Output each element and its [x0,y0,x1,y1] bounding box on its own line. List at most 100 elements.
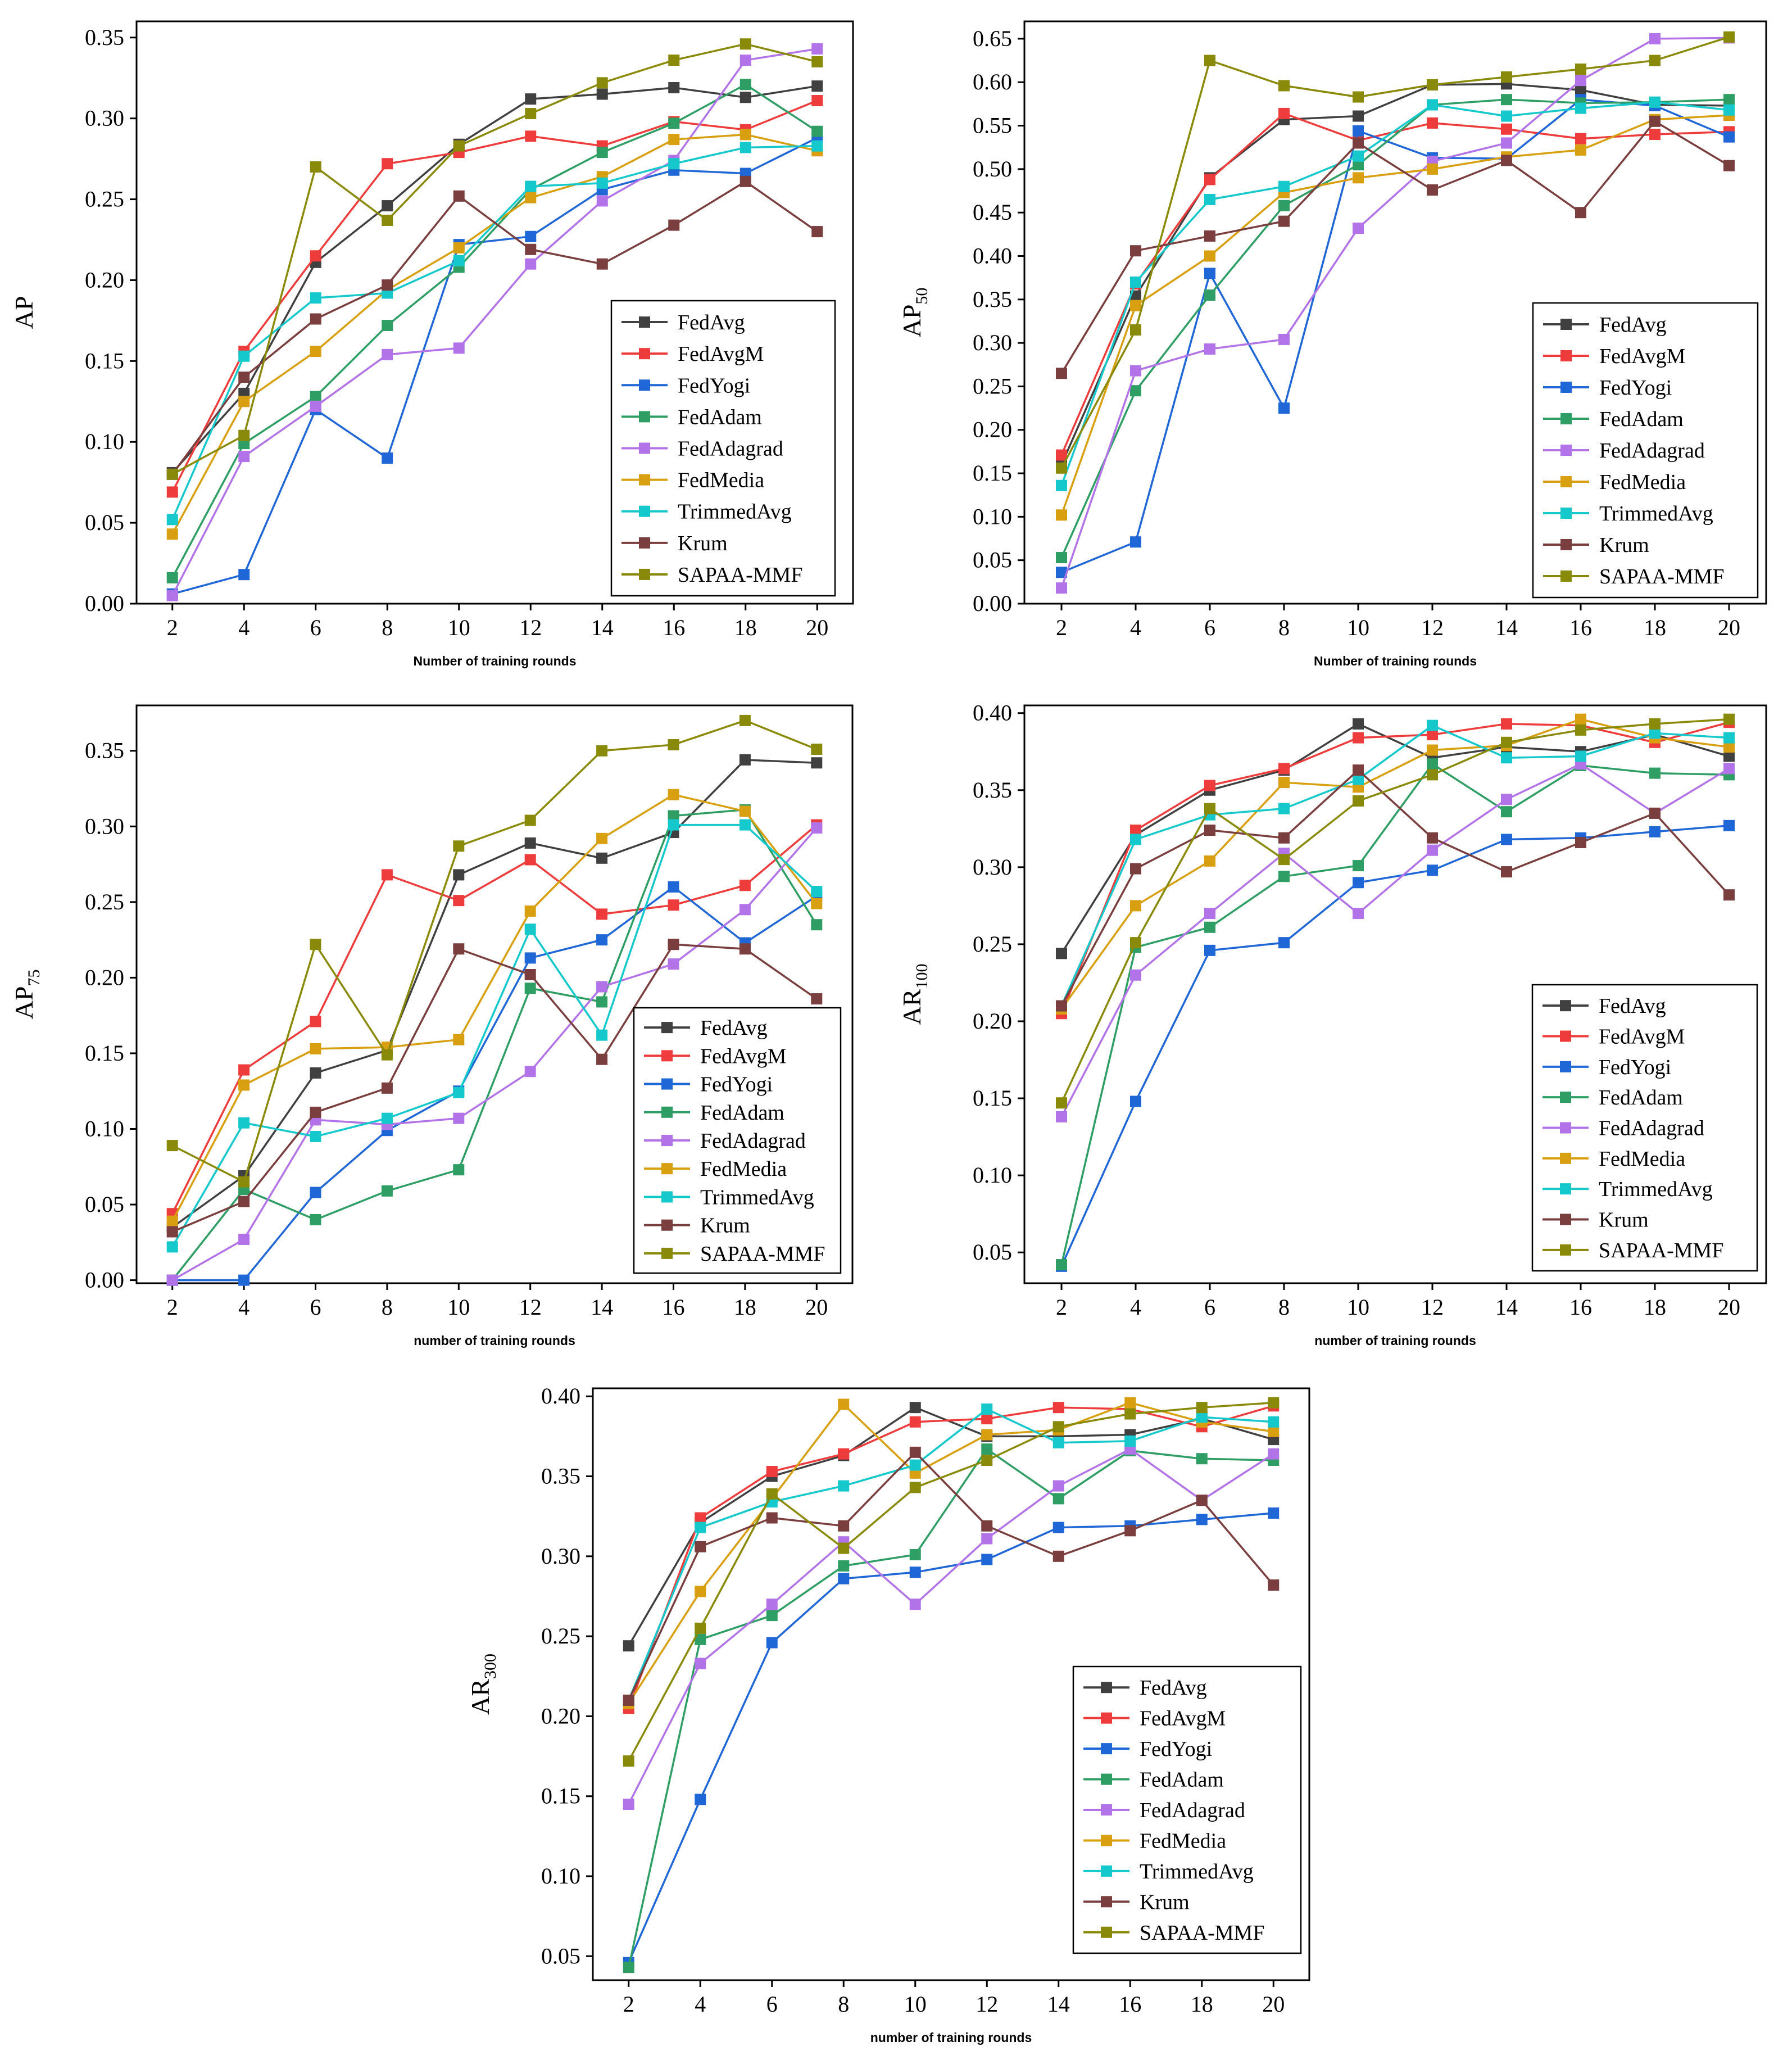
data-point [1056,509,1067,521]
data-point [766,1465,778,1477]
data-point [524,923,536,935]
y-tick-label: 0.10 [973,1162,1012,1188]
legend-item-fedadam: FedAdam [1083,1768,1224,1792]
data-point [1278,80,1290,92]
legend-label: Krum [1140,1890,1190,1914]
data-point [525,93,537,105]
legend-item-fedavgm: FedAvgM [621,342,764,366]
legend-marker [1560,1092,1571,1103]
data-point [1649,33,1661,44]
data-point [1353,732,1364,744]
data-point [1353,877,1364,889]
data-point [1130,324,1141,336]
series-trimmedavg [166,819,823,1253]
data-point [1501,110,1512,122]
data-point [596,745,608,757]
x-tick-label: 18 [1644,1294,1666,1320]
legend-label: FedAdam [1599,1086,1683,1110]
data-point [1649,129,1661,141]
data-point [310,1016,321,1027]
data-point [909,1566,921,1578]
data-point [453,943,465,955]
data-point [238,1064,250,1076]
data-point [310,292,321,304]
legend-item-sapaa-mmf: SAPAA-MMF [1543,565,1724,588]
data-point [981,1455,993,1466]
data-point [524,969,536,981]
data-point [838,1573,850,1584]
data-point [1575,207,1586,219]
x-tick-label: 18 [1191,1991,1213,2017]
data-point [1056,948,1067,959]
data-point [1353,773,1364,785]
series-line-fedadam [1060,762,1730,1265]
data-point [310,250,321,262]
y-tick-label: 0.05 [85,1192,124,1217]
data-point [1501,137,1512,149]
data-point [525,258,537,270]
data-point [381,1082,393,1094]
x-tick-label: 10 [448,615,470,640]
data-point [1130,1095,1141,1107]
data-point [739,754,751,766]
legend-item-fedavg: FedAvg [1543,313,1667,337]
legend-item-fedadagrad: FedAdagrad [644,1129,806,1153]
data-point [1196,1402,1208,1414]
legend-marker [1560,1122,1571,1134]
legend: FedAvg FedAvgM FedYogi FedAdam FedAdagrad Fed… [1531,984,1758,1272]
series-sapaa-mmf [166,38,823,480]
data-point [811,744,823,755]
data-point [596,195,608,207]
data-point [310,1106,321,1118]
y-tick-label: 0.30 [541,1543,580,1569]
legend: FedAvg FedAvgM FedYogi FedAdam FedAdagrad Fed… [1532,302,1759,599]
data-point [1204,268,1215,279]
series-fedavgm [623,1400,1280,1714]
legend-label: FedMedia [1599,1147,1685,1171]
data-point [740,55,751,66]
data-point [909,1482,921,1493]
y-tick-label: 0.35 [973,777,1012,803]
plot-frame [135,704,854,1284]
legend-item-trimmedavg: TrimmedAvg [1083,1860,1254,1884]
data-point [766,1599,778,1610]
data-point [811,822,823,834]
data-point [310,391,321,402]
data-point [811,757,823,769]
legend-item-fedyogi: FedYogi [1543,376,1672,400]
data-point [1278,402,1290,414]
x-tick-label: 20 [805,1294,828,1320]
legend-label: TrimmedAvg [678,500,792,524]
data-point [1353,223,1364,234]
legend-item-fedavgm: FedAvgM [1543,345,1685,368]
legend-item-fedyogi: FedYogi [644,1073,773,1097]
x-tick-label: 18 [734,1294,756,1320]
data-point [238,1196,250,1207]
data-point [1649,767,1661,779]
data-point [739,819,751,831]
y-tick-label: 0.15 [85,348,124,373]
legend-label: SAPAA-MMF [1599,1239,1723,1262]
data-point [1501,866,1512,878]
y-tick-label: 0.30 [973,330,1012,355]
legend-marker [639,505,650,517]
y-tick-label: 0.10 [541,1863,580,1889]
legend-marker [1101,1896,1112,1908]
y-tick-label: 0.25 [973,373,1012,399]
data-point [909,1416,921,1428]
data-point [1204,908,1215,920]
data-point [740,38,751,50]
y-tick-label: 0.60 [973,69,1012,94]
data-point [766,1512,778,1524]
data-point [1268,1397,1280,1409]
data-point [1427,719,1438,731]
data-point [668,789,679,800]
chart-ar100: 2 4 6 8 10 12 14 16 18 20 0.05 0.10 0.15 0.20 0.25 0.30… [897,700,1767,1348]
x-tick-label: 8 [1278,615,1290,640]
data-point [596,1029,608,1041]
series-line-fedadam [171,83,818,578]
legend-label: SAPAA-MMF [700,1242,825,1266]
legend-item-fedavgm: FedAvgM [644,1044,786,1068]
series-line-krum [1060,768,1730,1007]
x-tick-label: 2 [623,1991,634,2017]
